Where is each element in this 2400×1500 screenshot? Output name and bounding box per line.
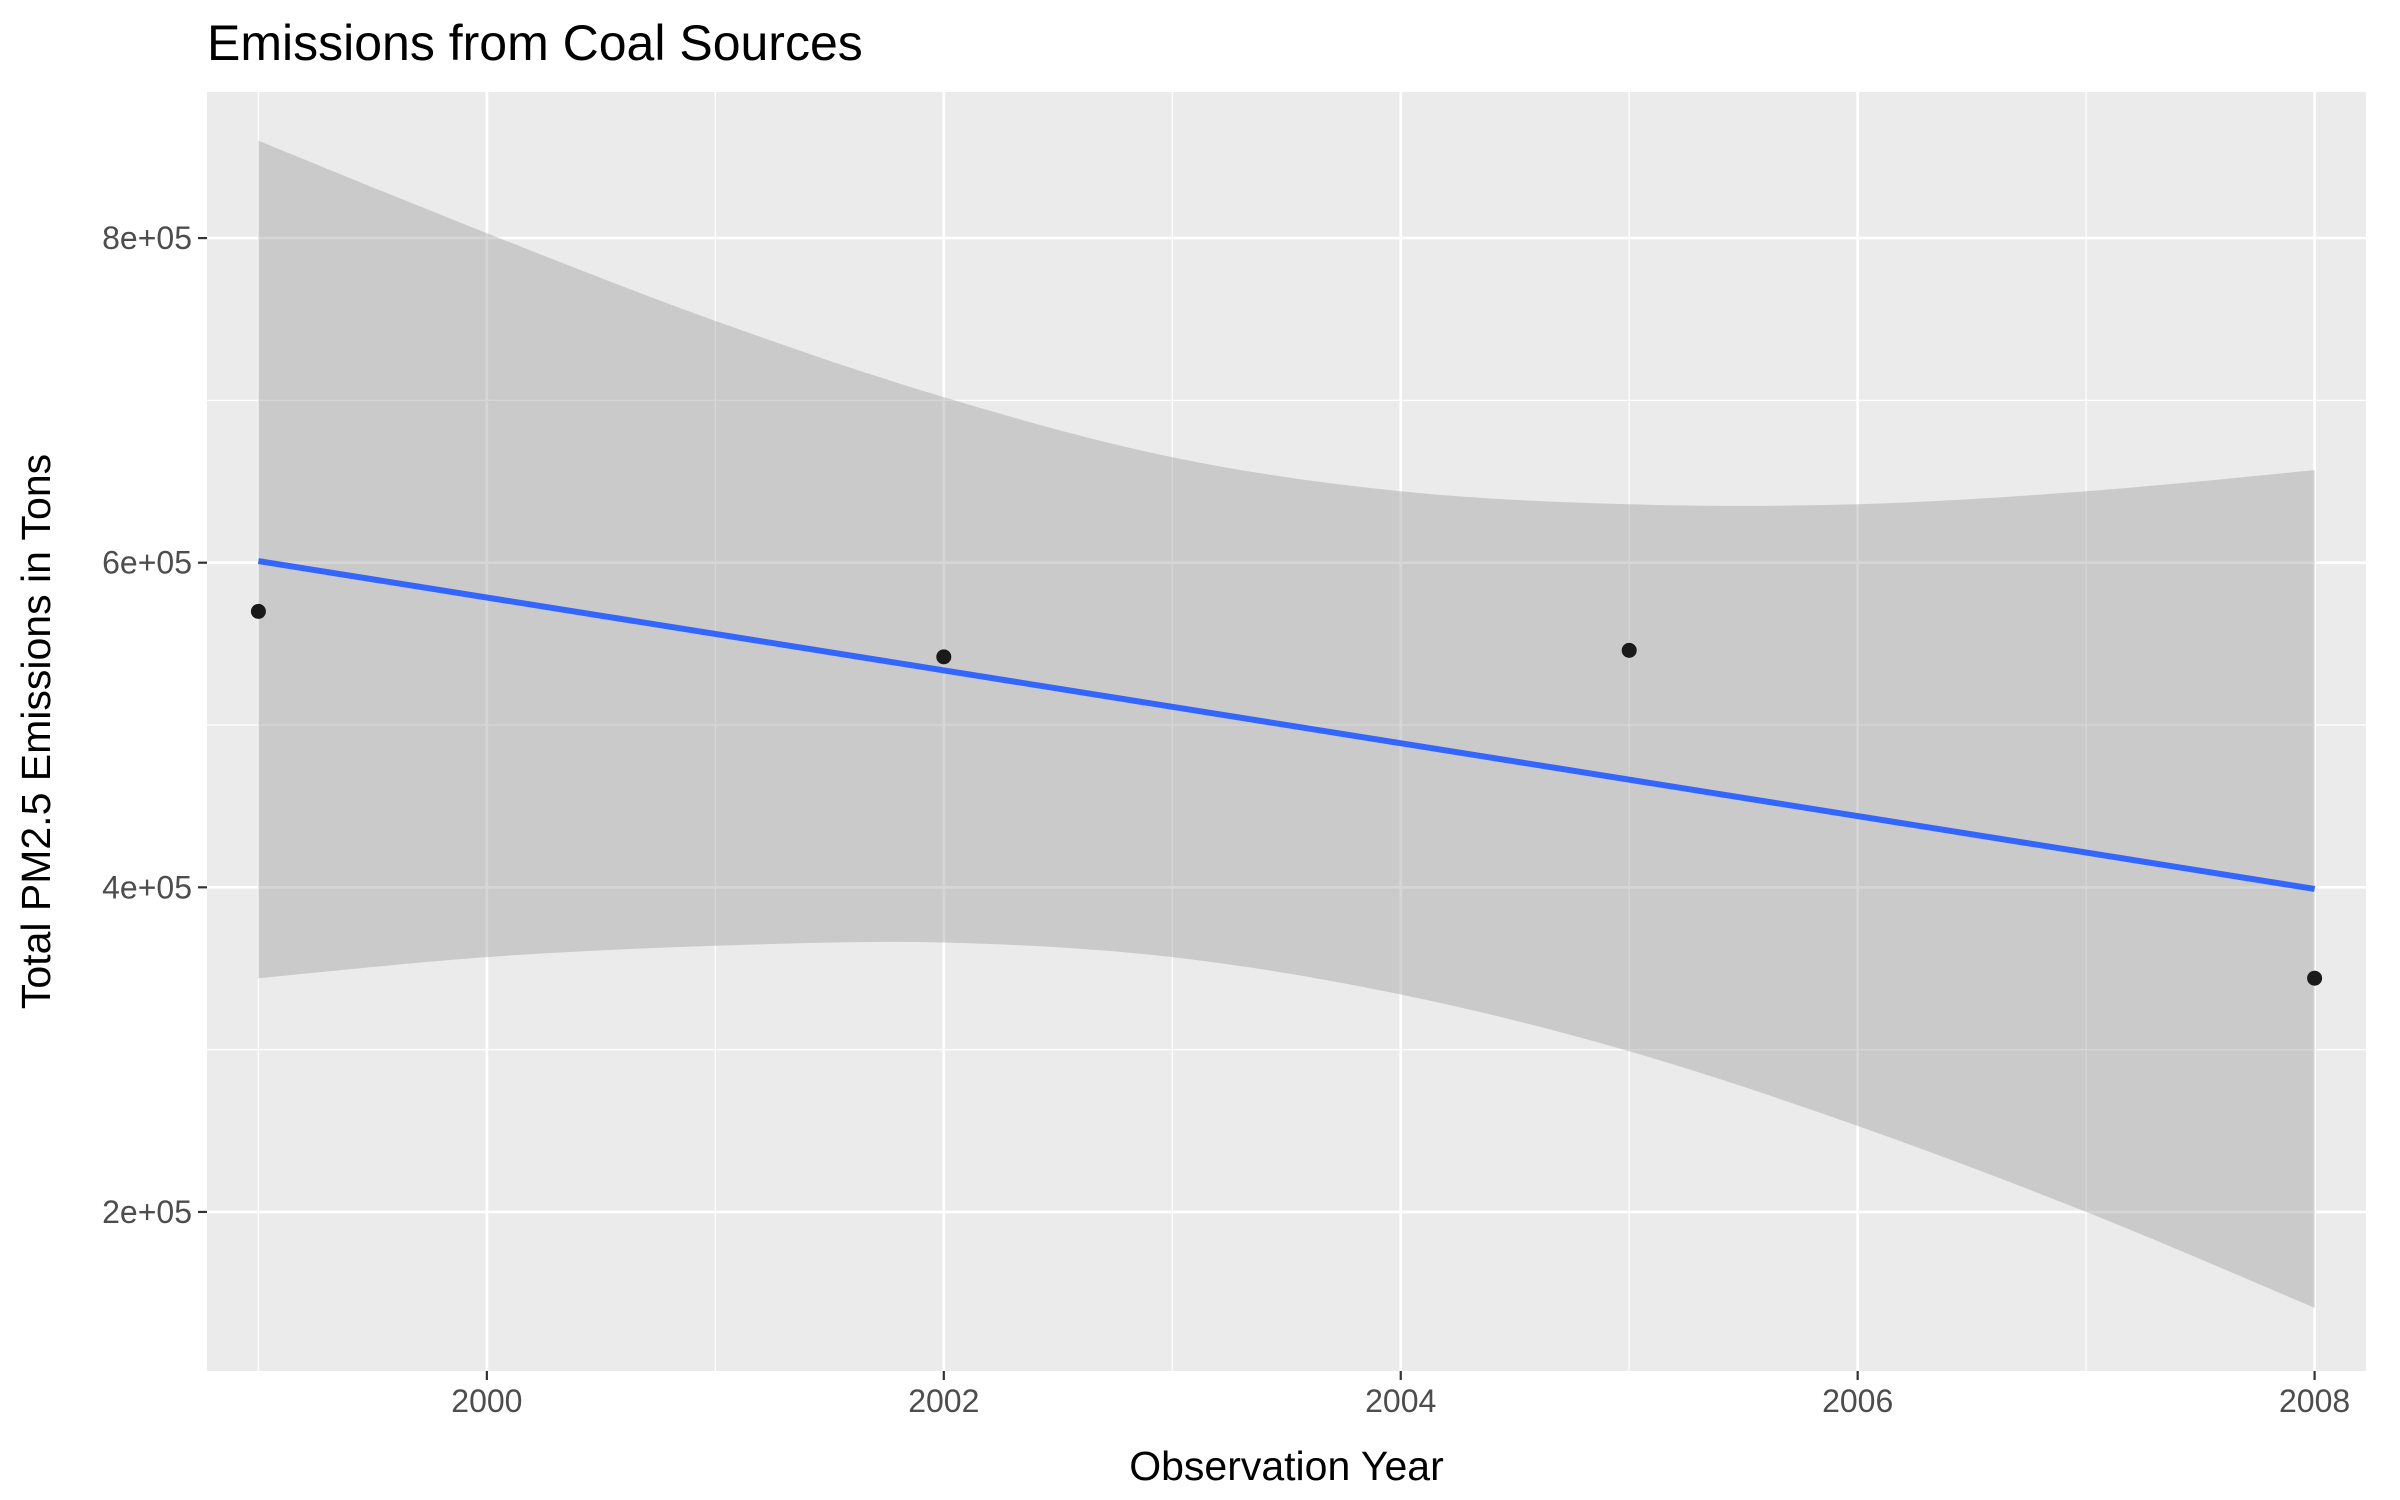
x-axis-title: Observation Year <box>1129 1443 1444 1489</box>
data-point <box>936 649 952 665</box>
data-point <box>1621 642 1637 658</box>
data-point <box>2307 970 2323 986</box>
y-tick-label: 4e+05 <box>102 869 192 905</box>
plot-panel <box>207 92 2366 1371</box>
regression-line <box>257 558 2316 892</box>
y-tick-label: 6e+05 <box>102 545 192 581</box>
data-point <box>250 603 266 619</box>
x-tick-label: 2002 <box>908 1383 979 1419</box>
y-tick-label: 2e+05 <box>102 1194 192 1230</box>
x-axis-ticks: 2000 2002 2004 2006 2008 <box>451 1371 2350 1419</box>
x-tick-label: 2004 <box>1365 1383 1436 1419</box>
data-points <box>250 603 2323 986</box>
chart-title: Emissions from Coal Sources <box>207 15 863 71</box>
major-gridlines <box>207 92 2366 1371</box>
y-axis-title: Total PM2.5 Emissions in Tons <box>13 454 59 1009</box>
x-tick-label: 2000 <box>451 1383 522 1419</box>
y-tick-label: 8e+05 <box>102 220 192 256</box>
x-tick-label: 2008 <box>2279 1383 2350 1419</box>
x-tick-label: 2006 <box>1822 1383 1893 1419</box>
y-axis-ticks: 2e+05 4e+05 6e+05 8e+05 <box>102 220 207 1230</box>
